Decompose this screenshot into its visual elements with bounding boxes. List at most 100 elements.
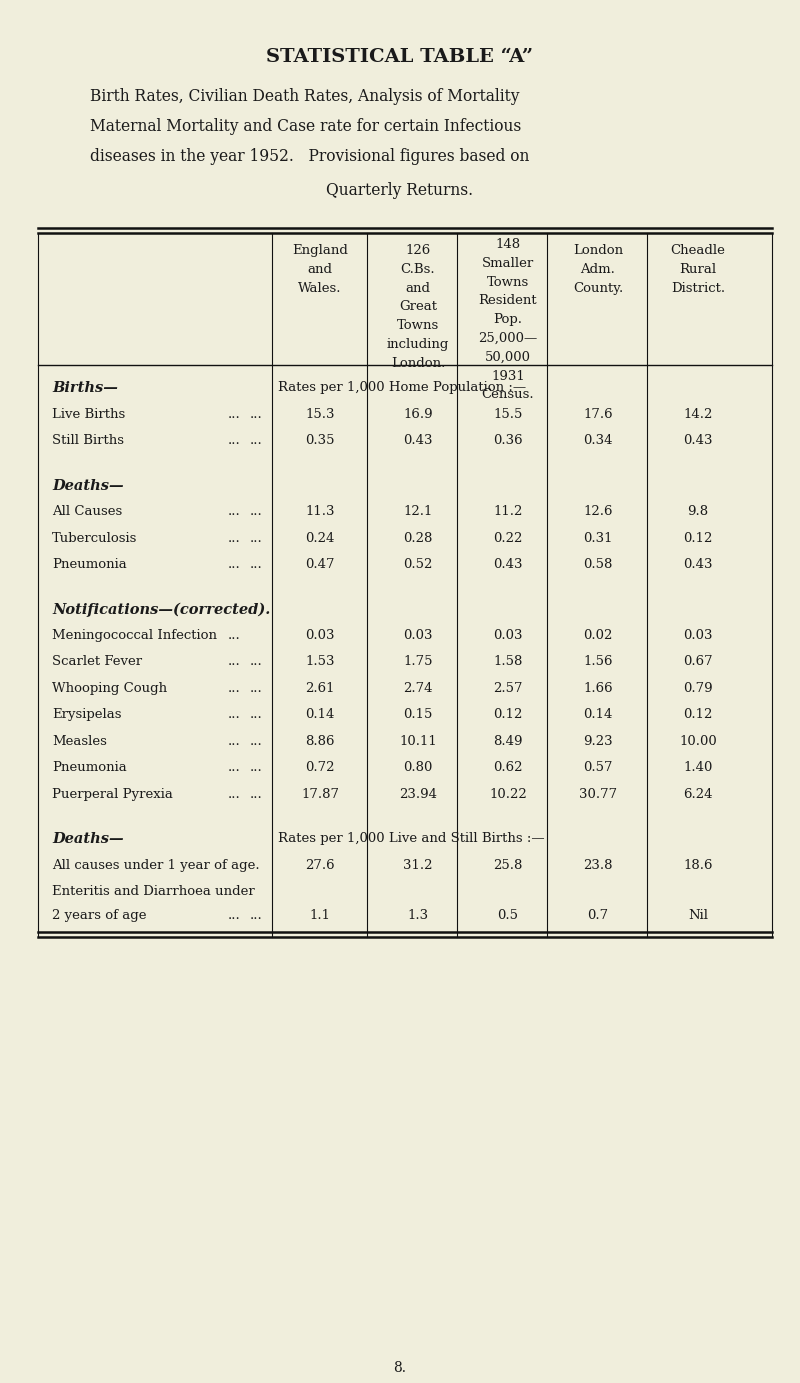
- Text: 0.03: 0.03: [494, 629, 522, 642]
- Text: ...: ...: [250, 656, 262, 668]
- Text: England: England: [292, 243, 348, 257]
- Text: ...: ...: [228, 557, 241, 571]
- Text: ...: ...: [250, 408, 262, 420]
- Text: 1.3: 1.3: [407, 909, 429, 922]
- Text: Tuberculosis: Tuberculosis: [52, 531, 138, 545]
- Text: and: and: [307, 263, 333, 275]
- Text: 1.75: 1.75: [403, 656, 433, 668]
- Text: Deaths—: Deaths—: [52, 479, 124, 492]
- Text: ...: ...: [228, 629, 241, 642]
- Text: Rates per 1,000 Live and Still Births :—: Rates per 1,000 Live and Still Births :—: [278, 833, 545, 845]
- Text: ...: ...: [228, 909, 241, 922]
- Text: 31.2: 31.2: [403, 859, 433, 873]
- Text: Whooping Cough: Whooping Cough: [52, 682, 167, 696]
- Text: 0.43: 0.43: [683, 434, 713, 447]
- Text: 0.57: 0.57: [583, 762, 613, 774]
- Text: Scarlet Fever: Scarlet Fever: [52, 656, 142, 668]
- Text: 25.8: 25.8: [494, 859, 522, 873]
- Text: 1.1: 1.1: [310, 909, 330, 922]
- Text: ...: ...: [228, 734, 241, 748]
- Text: 30.77: 30.77: [579, 788, 617, 801]
- Text: 126: 126: [406, 243, 430, 257]
- Text: 0.28: 0.28: [403, 531, 433, 545]
- Text: Nil: Nil: [688, 909, 708, 922]
- Text: 1.56: 1.56: [583, 656, 613, 668]
- Text: 8.49: 8.49: [494, 734, 522, 748]
- Text: including: including: [387, 337, 449, 351]
- Text: 23.8: 23.8: [583, 859, 613, 873]
- Text: 0.35: 0.35: [306, 434, 334, 447]
- Text: District.: District.: [671, 282, 725, 295]
- Text: 0.43: 0.43: [683, 557, 713, 571]
- Text: ...: ...: [228, 531, 241, 545]
- Text: 25,000—: 25,000—: [478, 332, 538, 344]
- Text: 2 years of age: 2 years of age: [52, 909, 146, 922]
- Text: Erysipelas: Erysipelas: [52, 708, 122, 722]
- Text: ...: ...: [250, 762, 262, 774]
- Text: diseases in the year 1952.   Provisional figures based on: diseases in the year 1952. Provisional f…: [90, 148, 530, 165]
- Text: 0.03: 0.03: [683, 629, 713, 642]
- Text: 0.03: 0.03: [306, 629, 334, 642]
- Text: 0.62: 0.62: [494, 762, 522, 774]
- Text: 0.67: 0.67: [683, 656, 713, 668]
- Text: 2.74: 2.74: [403, 682, 433, 696]
- Text: ...: ...: [228, 505, 241, 519]
- Text: 15.5: 15.5: [494, 408, 522, 420]
- Text: 0.31: 0.31: [583, 531, 613, 545]
- Text: C.Bs.: C.Bs.: [401, 263, 435, 275]
- Text: 0.72: 0.72: [306, 762, 334, 774]
- Text: ...: ...: [228, 434, 241, 447]
- Text: Pop.: Pop.: [494, 313, 522, 326]
- Text: 16.9: 16.9: [403, 408, 433, 420]
- Text: Towns: Towns: [487, 275, 529, 289]
- Text: Measles: Measles: [52, 734, 107, 748]
- Text: Birth Rates, Civilian Death Rates, Analysis of Mortality: Birth Rates, Civilian Death Rates, Analy…: [90, 89, 519, 105]
- Text: Rates per 1,000 Home Population :—: Rates per 1,000 Home Population :—: [278, 380, 526, 394]
- Text: Pneumonia: Pneumonia: [52, 557, 126, 571]
- Text: ...: ...: [250, 434, 262, 447]
- Text: ...: ...: [250, 531, 262, 545]
- Text: Adm.: Adm.: [581, 263, 615, 275]
- Text: 0.12: 0.12: [494, 708, 522, 722]
- Text: 0.43: 0.43: [403, 434, 433, 447]
- Text: Smaller: Smaller: [482, 257, 534, 270]
- Text: 9.23: 9.23: [583, 734, 613, 748]
- Text: 0.24: 0.24: [306, 531, 334, 545]
- Text: ...: ...: [228, 708, 241, 722]
- Text: ...: ...: [228, 408, 241, 420]
- Text: 15.3: 15.3: [306, 408, 334, 420]
- Text: 50,000: 50,000: [485, 351, 531, 364]
- Text: 0.14: 0.14: [306, 708, 334, 722]
- Text: 0.79: 0.79: [683, 682, 713, 696]
- Text: Live Births: Live Births: [52, 408, 126, 420]
- Text: ...: ...: [250, 505, 262, 519]
- Text: 0.12: 0.12: [683, 708, 713, 722]
- Text: All Causes: All Causes: [52, 505, 122, 519]
- Text: County.: County.: [573, 282, 623, 295]
- Text: 0.80: 0.80: [403, 762, 433, 774]
- Text: ...: ...: [250, 682, 262, 696]
- Text: Resident: Resident: [478, 295, 538, 307]
- Text: London: London: [573, 243, 623, 257]
- Text: 2.61: 2.61: [306, 682, 334, 696]
- Text: 0.22: 0.22: [494, 531, 522, 545]
- Text: 148: 148: [495, 238, 521, 250]
- Text: ...: ...: [250, 557, 262, 571]
- Text: All causes under 1 year of age.: All causes under 1 year of age.: [52, 859, 260, 873]
- Text: ...: ...: [228, 656, 241, 668]
- Text: ...: ...: [228, 788, 241, 801]
- Text: Cheadle: Cheadle: [670, 243, 726, 257]
- Text: Towns: Towns: [397, 319, 439, 332]
- Text: 0.7: 0.7: [587, 909, 609, 922]
- Text: ...: ...: [250, 788, 262, 801]
- Text: 0.58: 0.58: [583, 557, 613, 571]
- Text: 0.03: 0.03: [403, 629, 433, 642]
- Text: 17.6: 17.6: [583, 408, 613, 420]
- Text: 11.2: 11.2: [494, 505, 522, 519]
- Text: 10.00: 10.00: [679, 734, 717, 748]
- Text: 8.: 8.: [394, 1361, 406, 1375]
- Text: 12.6: 12.6: [583, 505, 613, 519]
- Text: 1.58: 1.58: [494, 656, 522, 668]
- Text: 0.15: 0.15: [403, 708, 433, 722]
- Text: 9.8: 9.8: [687, 505, 709, 519]
